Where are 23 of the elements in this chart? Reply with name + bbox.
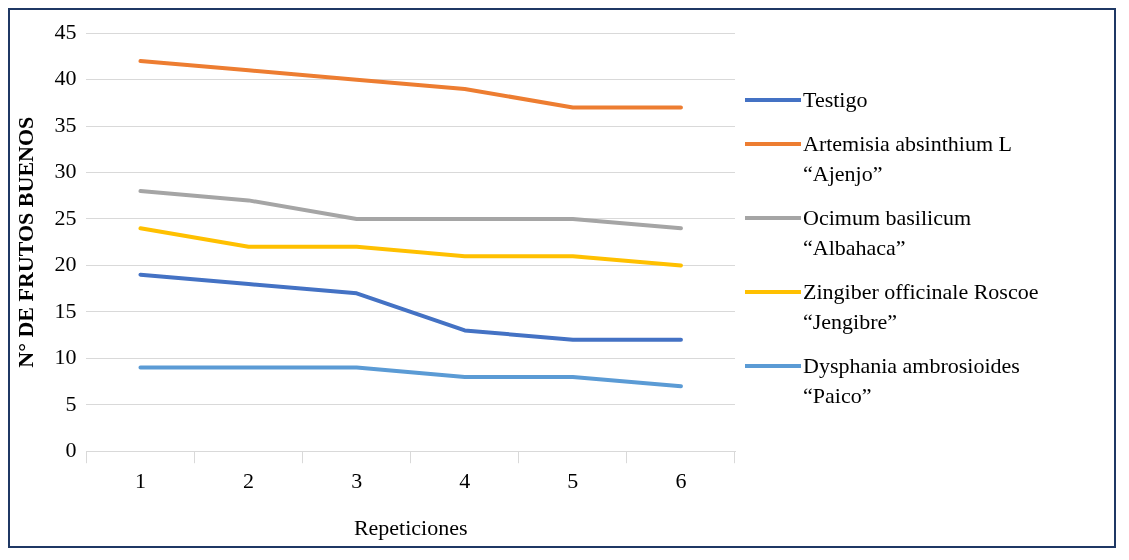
- y-axis-title: N° DE FRUTOS BUENOS: [12, 116, 38, 368]
- x-tick-label: 4: [459, 468, 471, 494]
- x-tick-label: 2: [243, 468, 255, 494]
- x-tick-label: 6: [675, 468, 687, 494]
- legend-label: Zingiber officinale Roscoe “Jengibre”: [803, 278, 1040, 336]
- legend-label: Testigo: [803, 86, 869, 114]
- y-tick-label: 45: [54, 18, 77, 44]
- y-tick-label: 0: [65, 436, 77, 462]
- y-tick-label: 20: [54, 251, 77, 277]
- x-axis-title: Repeticiones: [353, 514, 468, 540]
- y-tick-label: 25: [54, 204, 77, 230]
- legend-label: Artemisia absinthium L “Ajenjo”: [803, 130, 1013, 188]
- legend-label: Ocimum basilicum “Albahaca”: [803, 204, 973, 262]
- y-tick-label: 35: [54, 111, 77, 137]
- x-tick-label: 3: [351, 468, 363, 494]
- y-tick-label: 30: [54, 158, 77, 184]
- y-tick-label: 5: [65, 390, 77, 416]
- y-tick-label: 15: [54, 297, 77, 323]
- x-tick-label: 1: [134, 468, 146, 494]
- x-tick-label: 5: [567, 468, 579, 494]
- y-tick-label: 10: [54, 344, 77, 370]
- legend-label: Dysphania ambrosioides “Paico”: [803, 352, 1021, 410]
- y-tick-label: 40: [54, 65, 77, 91]
